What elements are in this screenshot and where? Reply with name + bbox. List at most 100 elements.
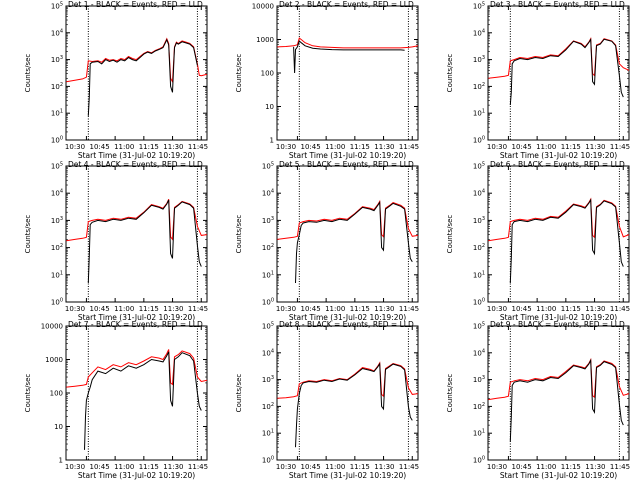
y-tick-label: 104 (262, 348, 274, 357)
y-tick-label: 100 (473, 298, 485, 307)
y-tick-label: 103 (473, 375, 485, 384)
y-tick-label: 101 (473, 429, 485, 438)
x-axis-label: Start Time (31-Jul-02 10:19:20) (289, 471, 406, 480)
y-tick-label: 100 (473, 456, 485, 465)
x-tick-label: 11:30 (585, 463, 605, 471)
y-tick-label: 104 (473, 28, 485, 37)
plot-frame (276, 165, 419, 303)
panel-title: Det 9 - BLACK = Events, RED = LLD (490, 320, 625, 329)
x-axis-label: Start Time (31-Jul-02 10:19:20) (78, 151, 195, 160)
y-tick-label: 1000 (256, 36, 274, 44)
y-tick-label: 102 (51, 82, 63, 91)
x-tick-label: 11:45 (188, 143, 208, 151)
x-tick-label: 11:45 (399, 463, 419, 471)
x-tick-label: 11:15 (139, 305, 159, 313)
x-tick-label: 11:30 (374, 463, 394, 471)
y-tick-label: 103 (262, 216, 274, 225)
x-tick-label: 11:45 (610, 143, 630, 151)
x-tick-label: 11:45 (399, 305, 419, 313)
x-tick-label: 11:00 (114, 305, 134, 313)
y-tick-label: 102 (262, 402, 274, 411)
x-tick-label: 11:15 (561, 463, 581, 471)
panel-title: Det 3 - BLACK = Events, RED = LLD (490, 0, 625, 9)
y-tick-label: 100 (262, 298, 274, 307)
x-tick-label: 11:15 (350, 305, 370, 313)
x-tick-label: 11:30 (374, 305, 394, 313)
y-tick-label: 104 (262, 189, 274, 198)
detector-panel-5: 100 101 102 103 104 105 10:30 10:45 11:00 11:15 11… (235, 160, 419, 322)
x-tick-label: 10:30 (276, 143, 296, 151)
y-tick-label: 101 (473, 270, 485, 279)
x-tick-label: 10:45 (90, 463, 110, 471)
plot-frame (487, 165, 630, 303)
x-tick-label: 10:45 (301, 305, 321, 313)
x-tick-label: 11:00 (536, 305, 556, 313)
x-tick-label: 11:45 (610, 305, 630, 313)
plot-frame (487, 5, 630, 141)
detector-panel-7: 1 10 100 1000 10000 10:30 10:45 11:00 11:15 11:30… (24, 320, 208, 480)
series-events-line (509, 198, 624, 284)
x-tick-label: 11:00 (325, 143, 345, 151)
plot-frame (276, 5, 419, 141)
x-tick-label: 11:45 (610, 463, 630, 471)
y-tick-label: 100 (262, 456, 274, 465)
x-tick-label: 10:30 (276, 305, 296, 313)
x-tick-label: 11:45 (188, 305, 208, 313)
y-tick-label: 102 (51, 243, 63, 252)
series-lld-line (277, 199, 419, 240)
x-tick-label: 11:30 (585, 143, 605, 151)
panel-title: Det 8 - BLACK = Events, RED = LLD (279, 320, 414, 329)
series-lld-line (488, 36, 630, 79)
plot-frame (65, 325, 208, 461)
x-tick-label: 10:45 (512, 143, 532, 151)
detector-panel-4: 100 101 102 103 104 105 10:30 10:45 11:00 11:15 11… (24, 160, 208, 322)
y-tick-label: 101 (262, 270, 274, 279)
y-tick-label: 103 (262, 375, 274, 384)
x-tick-label: 11:30 (163, 143, 183, 151)
y-tick-label: 104 (51, 189, 63, 198)
y-tick-label: 101 (262, 429, 274, 438)
series-events-line (295, 200, 413, 284)
detector-panel-9: 100 101 102 103 104 105 10:30 10:45 11:00 11:15 11… (446, 320, 630, 480)
x-tick-label: 10:30 (65, 143, 85, 151)
y-tick-label: 10 (265, 103, 274, 111)
y-tick-label: 105 (262, 162, 274, 171)
x-tick-label: 11:00 (325, 305, 345, 313)
x-axis-label: Start Time (31-Jul-02 10:19:20) (500, 151, 617, 160)
series-events-line (509, 37, 624, 106)
y-axis-label: Counts/sec (235, 374, 243, 413)
x-tick-label: 11:00 (536, 143, 556, 151)
x-tick-label: 10:30 (65, 463, 85, 471)
plot-frame (65, 165, 208, 303)
y-tick-label: 105 (262, 322, 274, 331)
y-tick-label: 100 (261, 70, 274, 78)
y-axis-label: Counts/sec (24, 54, 32, 93)
y-tick-label: 105 (473, 162, 485, 171)
y-tick-label: 10000 (41, 323, 63, 331)
x-tick-label: 10:45 (301, 143, 321, 151)
x-axis-label: Start Time (31-Jul-02 10:19:20) (78, 471, 195, 480)
x-tick-label: 10:45 (90, 305, 110, 313)
y-tick-label: 100 (473, 136, 485, 145)
x-axis-label: Start Time (31-Jul-02 10:19:20) (78, 313, 195, 322)
y-tick-label: 101 (51, 270, 63, 279)
panel-title: Det 6 - BLACK = Events, RED = LLD (490, 160, 625, 169)
y-axis-label: Counts/sec (446, 215, 454, 254)
x-tick-label: 11:15 (561, 143, 581, 151)
series-events-line (295, 362, 413, 448)
x-tick-label: 11:15 (139, 143, 159, 151)
y-tick-label: 100 (50, 390, 63, 398)
y-tick-label: 105 (51, 2, 63, 11)
y-tick-label: 105 (473, 2, 485, 11)
y-tick-label: 102 (473, 402, 485, 411)
y-tick-label: 105 (473, 322, 485, 331)
y-axis-label: Counts/sec (24, 215, 32, 254)
x-tick-label: 11:15 (350, 463, 370, 471)
x-tick-label: 11:30 (585, 305, 605, 313)
x-axis-label: Start Time (31-Jul-02 10:19:20) (500, 313, 617, 322)
x-tick-label: 11:15 (350, 143, 370, 151)
y-tick-label: 101 (473, 109, 485, 118)
x-tick-label: 10:45 (512, 463, 532, 471)
